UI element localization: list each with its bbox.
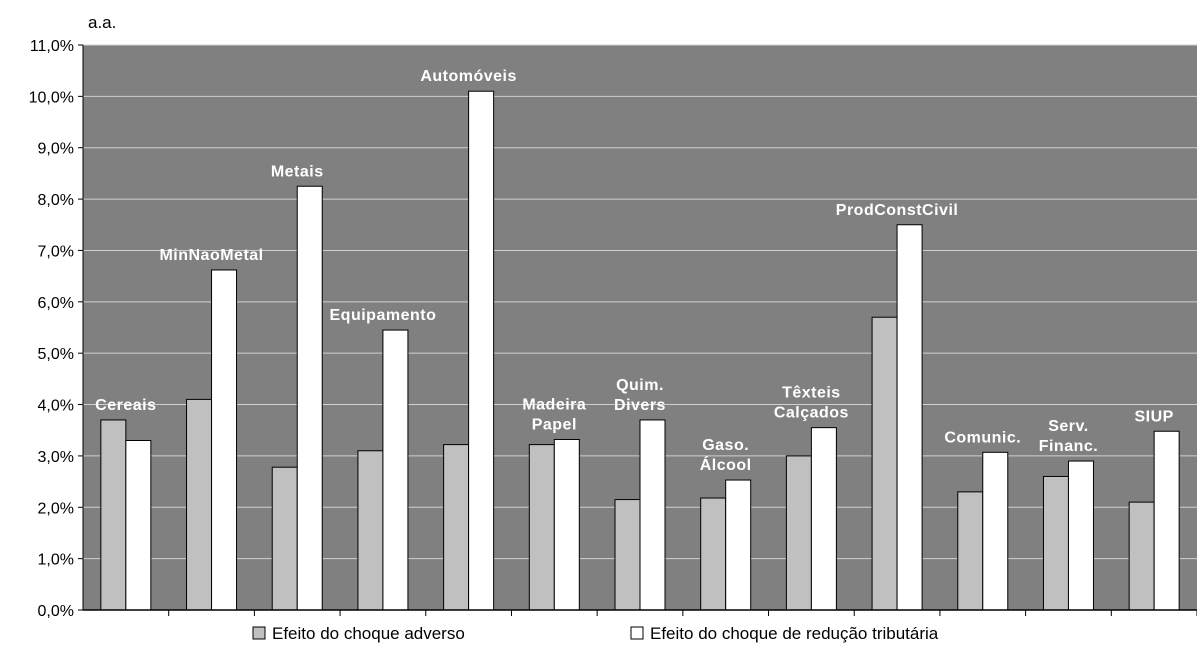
bars bbox=[100, 90, 1180, 611]
bar-tax-reduction bbox=[468, 90, 495, 611]
category-label: Equipamento bbox=[330, 307, 437, 324]
category-label: Cereais bbox=[95, 397, 156, 414]
bar-adverse bbox=[443, 444, 470, 611]
bar-adverse bbox=[357, 450, 384, 611]
bar-tax-reduction bbox=[1067, 460, 1094, 611]
bar-tax-reduction bbox=[810, 427, 837, 611]
bar-tax-reduction bbox=[725, 479, 752, 611]
category-label: Automóveis bbox=[420, 68, 517, 85]
bar-adverse bbox=[957, 491, 984, 611]
bar-tax-reduction bbox=[553, 438, 580, 611]
bar-tax-reduction bbox=[296, 185, 323, 611]
y-tick-label: 4,0% bbox=[38, 398, 74, 415]
bar-adverse bbox=[528, 444, 555, 611]
y-tick-label: 7,0% bbox=[38, 243, 74, 260]
category-label: Comunic. bbox=[944, 429, 1021, 446]
bar-adverse bbox=[100, 419, 127, 611]
bar-tax-reduction bbox=[1153, 430, 1180, 611]
y-tick-label: 8,0% bbox=[38, 192, 74, 209]
y-tick-label: 5,0% bbox=[38, 346, 74, 363]
category-labels: Cereais MinNaoMetal Metais Equipamento Autom… bbox=[95, 68, 1173, 474]
category-label: Calçados bbox=[774, 405, 849, 422]
bar-adverse bbox=[871, 316, 898, 611]
y-tick-label: 0,0% bbox=[38, 603, 74, 620]
y-tick-label: 10,0% bbox=[29, 89, 74, 106]
legend-label-tax-reduction: Efeito do choque de redução tributária bbox=[650, 624, 939, 643]
y-tick-label: 3,0% bbox=[38, 449, 74, 466]
bar-adverse bbox=[1128, 501, 1155, 611]
category-label: ProdConstCivil bbox=[836, 202, 959, 219]
category-label: Financ. bbox=[1039, 438, 1099, 455]
category-label: Álcool bbox=[700, 455, 752, 474]
bar-adverse bbox=[271, 466, 298, 611]
y-tick-label: 1,0% bbox=[38, 552, 74, 569]
y-tick-label: 6,0% bbox=[38, 295, 74, 312]
category-label: MinNaoMetal bbox=[159, 247, 263, 264]
category-label: Papel bbox=[532, 416, 577, 433]
category-label: Quim. bbox=[616, 377, 664, 394]
bar-adverse bbox=[1042, 475, 1069, 611]
legend: Efeito do choque adverso Efeito do choqu… bbox=[252, 624, 939, 643]
y-axis-tick-labels: 0,0% 1,0% 2,0% 3,0% 4,0% 5,0% 6,0% 7,0% 8,0% 9,0%… bbox=[29, 38, 74, 620]
axes bbox=[78, 44, 1197, 616]
y-tick-label: 9,0% bbox=[38, 141, 74, 158]
legend-swatch-adverse bbox=[252, 626, 266, 640]
legend-item-tax-reduction: Efeito do choque de redução tributária bbox=[630, 624, 939, 643]
bar-tax-reduction bbox=[982, 451, 1009, 611]
legend-swatch-tax-reduction bbox=[630, 626, 644, 640]
category-label: Serv. bbox=[1048, 418, 1088, 435]
category-label: Gaso. bbox=[702, 437, 749, 454]
bar-adverse bbox=[186, 398, 213, 611]
category-label: Têxteis bbox=[782, 385, 841, 402]
category-label: SIUP bbox=[1134, 408, 1173, 425]
bar-tax-reduction bbox=[639, 419, 666, 611]
legend-label-adverse: Efeito do choque adverso bbox=[272, 624, 465, 643]
category-label: Madeira bbox=[522, 396, 586, 413]
legend-item-adverse: Efeito do choque adverso bbox=[252, 624, 465, 643]
bar-adverse bbox=[614, 499, 641, 611]
bar-tax-reduction bbox=[211, 269, 238, 611]
category-label: Metais bbox=[271, 163, 324, 180]
bar-tax-reduction bbox=[125, 440, 152, 611]
bar-tax-reduction bbox=[896, 224, 923, 611]
bar-adverse bbox=[785, 455, 812, 611]
bar-tax-reduction bbox=[382, 329, 409, 611]
y-tick-label: 2,0% bbox=[38, 500, 74, 517]
y-tick-label: 11,0% bbox=[30, 38, 74, 55]
bar-adverse bbox=[700, 497, 727, 611]
category-label: Divers bbox=[614, 397, 666, 414]
y-unit-label: a.a. bbox=[88, 13, 116, 32]
